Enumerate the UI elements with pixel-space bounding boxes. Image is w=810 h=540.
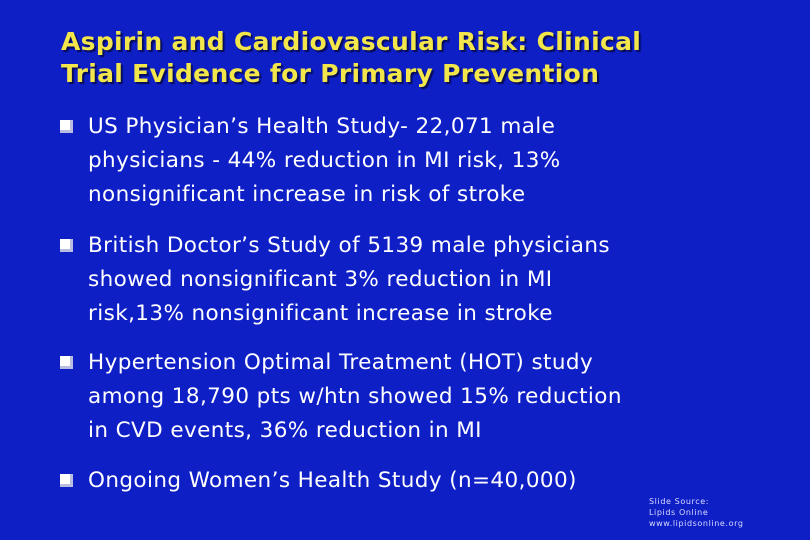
bullet-item: Ongoing Women’s Health Study (n=40,000): [60, 464, 760, 498]
bullet-line: in CVD events, 36% reduction in MI: [88, 418, 482, 443]
bullet-line: showed nonsignificant 3% reduction in MI: [88, 267, 553, 292]
square-bullet-icon: [60, 474, 73, 487]
title-line: Trial Evidence for Primary Prevention: [61, 59, 600, 88]
bullet-line: nonsignificant increase in risk of strok…: [88, 182, 526, 207]
bullet-list: US Physician’s Health Study- 22,071 male…: [60, 110, 760, 498]
square-bullet-icon: [60, 120, 73, 133]
bullet-line: risk,13% nonsignificant increase in stro…: [88, 301, 553, 326]
source-url: www.lipidsonline.org: [649, 519, 744, 528]
bullet-line: British Doctor’s Study of 5139 male phys…: [88, 233, 610, 258]
bullet-line: Hypertension Optimal Treatment (HOT) stu…: [88, 350, 594, 375]
source-line: Lipids Online: [649, 508, 709, 517]
bullet-item: US Physician’s Health Study- 22,071 male…: [60, 110, 760, 212]
bullet-line: among 18,790 pts w/htn showed 15% reduct…: [88, 384, 622, 409]
bullet-line: US Physician’s Health Study- 22,071 male: [88, 114, 556, 139]
square-bullet-icon: [60, 356, 73, 369]
bullet-line: physicians - 44% reduction in MI risk, 1…: [88, 148, 561, 173]
bullet-item: British Doctor’s Study of 5139 male phys…: [60, 229, 760, 331]
slide-title: Aspirin and Cardiovascular Risk: Clinica…: [61, 26, 761, 90]
source-line: Slide Source:: [649, 497, 710, 506]
title-line: Aspirin and Cardiovascular Risk: Clinica…: [61, 27, 642, 56]
bullet-item: Hypertension Optimal Treatment (HOT) stu…: [60, 346, 760, 448]
bullet-line: Ongoing Women’s Health Study (n=40,000): [88, 468, 577, 493]
square-bullet-icon: [60, 239, 73, 252]
slide-source: Slide Source: Lipids Online www.lipidson…: [649, 496, 744, 529]
